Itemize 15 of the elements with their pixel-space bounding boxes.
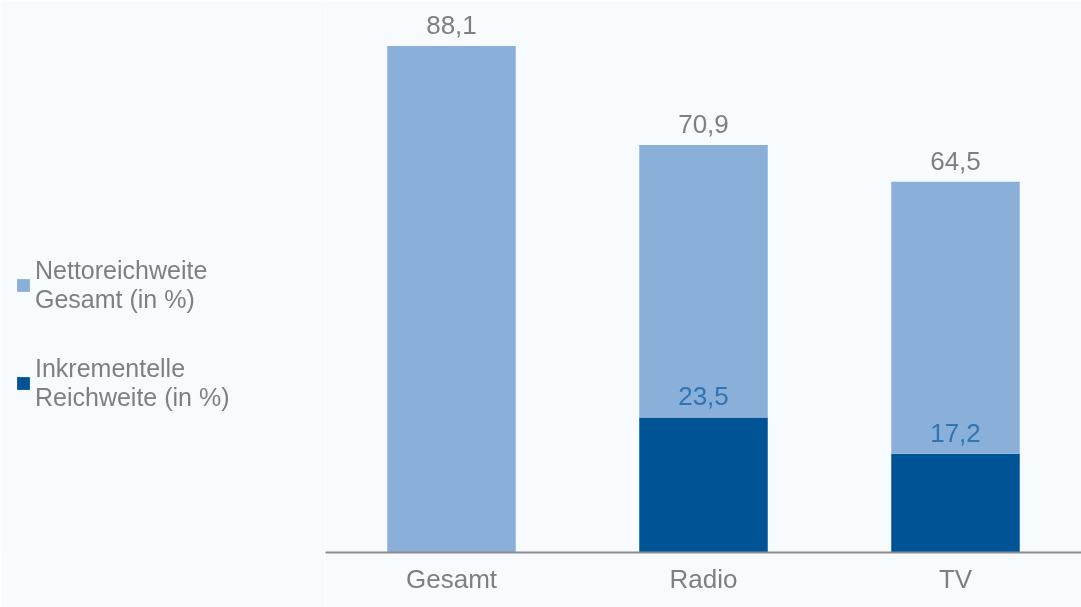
bar [639, 417, 768, 553]
data-label: 17,2 [930, 417, 981, 448]
x-tick-label: Gesamt [405, 563, 498, 594]
bar [891, 181, 1020, 454]
total-label: 88,1 [426, 10, 477, 41]
legend-label: Nettoreichweite Gesamt (in %) [35, 256, 208, 314]
bar [891, 453, 1020, 553]
legend-label: Inkrementelle Reichweite (in %) [35, 354, 230, 412]
total-label: 70,9 [678, 108, 729, 139]
data-label: 23,5 [678, 381, 729, 412]
bar [639, 144, 768, 418]
x-tick-label: Radio [669, 563, 738, 594]
x-tick-label: TV [938, 563, 973, 594]
bar [387, 46, 516, 553]
total-label: 64,5 [930, 145, 981, 176]
